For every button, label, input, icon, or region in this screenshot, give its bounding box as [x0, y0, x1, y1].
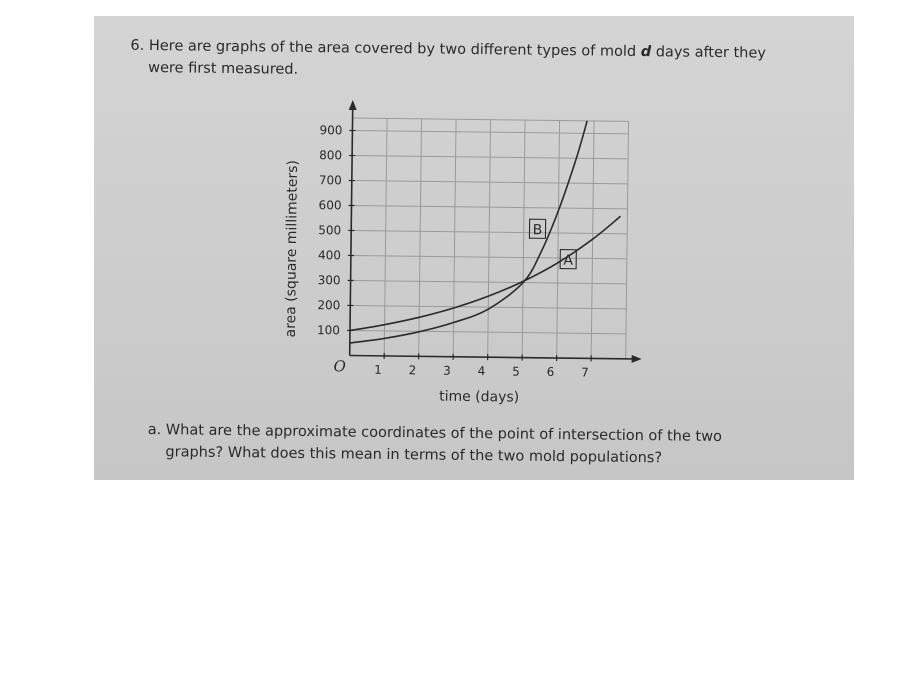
y-axis: [348, 107, 354, 356]
grid-line-x-4: [487, 119, 492, 358]
series-a-label: A: [563, 253, 573, 269]
grid-line-y-100: [349, 329, 626, 335]
grid-line-y-800: [352, 155, 629, 160]
y-tick-label-800: 800: [319, 148, 342, 162]
y-axis-label: area (square millimeters): [282, 160, 302, 338]
worksheet-content: 6. Here are graphs of the area covered b…: [94, 16, 854, 480]
x-tick-label-4: 4: [478, 364, 486, 378]
grid-line-x-2: [418, 118, 423, 357]
grid-line-x-8: [625, 121, 630, 359]
series-b-label: B: [533, 222, 543, 238]
x-tick-label-5: 5: [512, 364, 520, 378]
x-axis-arrow: [631, 354, 642, 363]
grid-line-y-500: [351, 229, 628, 235]
series-a-label-box: [559, 248, 577, 270]
grid-line-top: [352, 117, 629, 122]
grid-line-y-400: [350, 254, 627, 260]
y-axis-arrow: [348, 100, 357, 111]
y-tick-label-100: 100: [317, 323, 340, 337]
series-b-label-box: [528, 218, 547, 239]
y-tick-label-200: 200: [317, 298, 340, 312]
grid-line-y-700: [351, 180, 628, 185]
series-a-line: [349, 215, 622, 332]
grid-line-x-5: [521, 120, 526, 358]
grid-line-y-200: [350, 304, 627, 310]
x-tick-label-7: 7: [581, 365, 589, 379]
x-axis: [349, 354, 634, 360]
x-tick-label-3: 3: [443, 364, 451, 378]
grid-line-y-900: [352, 130, 629, 135]
x-tick-label-1: 1: [374, 363, 382, 377]
x-tick-label-2: 2: [409, 363, 417, 377]
x-axis-label: time (days): [439, 389, 519, 406]
grid-line-x-6: [556, 120, 561, 359]
grid-line-x-3: [452, 119, 457, 357]
y-tick-label-900: 900: [319, 123, 342, 137]
y-tick-label-600: 600: [319, 198, 342, 212]
origin-label: O: [333, 357, 346, 375]
y-tick-label-700: 700: [319, 173, 342, 187]
y-tick-label-300: 300: [318, 273, 341, 287]
grid-line-x-1: [383, 118, 388, 356]
x-tick-label-6: 6: [547, 365, 555, 379]
grid-line-y-300: [350, 279, 627, 285]
y-tick-label-500: 500: [318, 223, 341, 237]
mold-area-chart: 1 2 3 4 5 6 7 100 200 300 400 500 600 700 800 900 O A Btim…: [317, 100, 642, 406]
worksheet-photo: 6. Here are graphs of the area covered b…: [94, 16, 854, 480]
grid-line-y-600: [351, 205, 628, 210]
y-tick-label-400: 400: [318, 248, 341, 262]
series-b-line: [349, 120, 588, 344]
